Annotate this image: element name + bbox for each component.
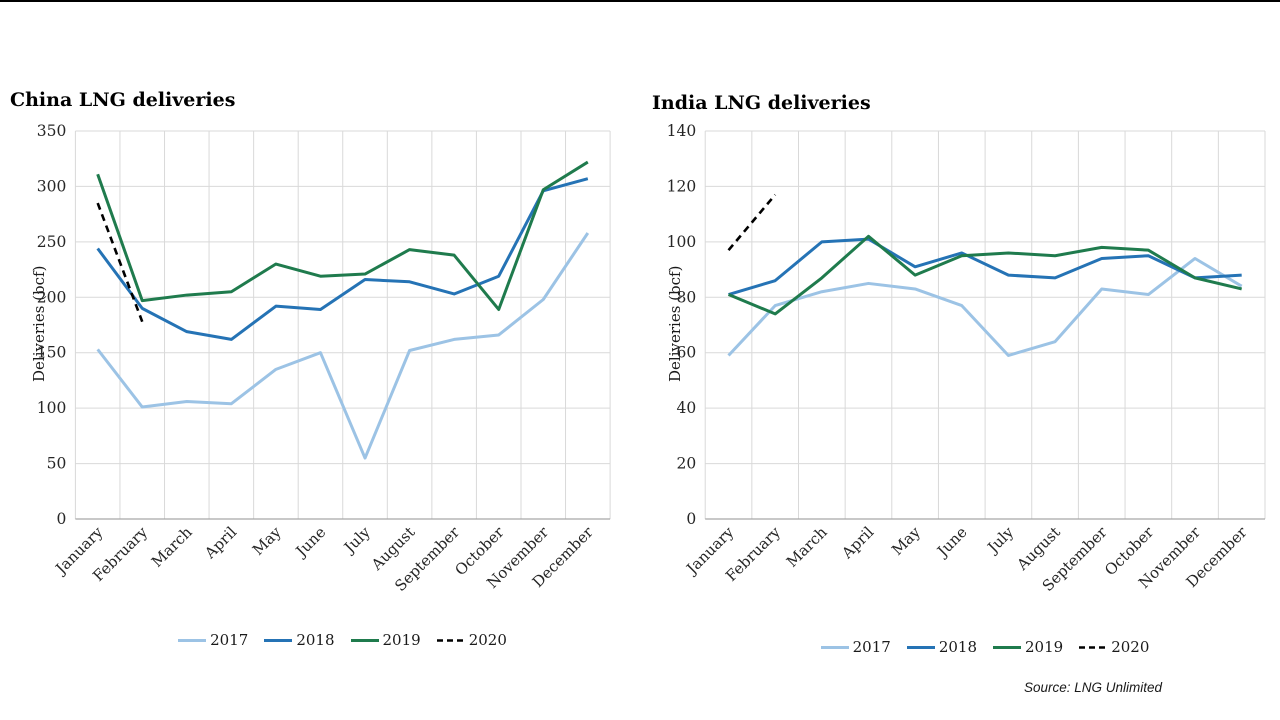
- legend-label-2018: 2018: [296, 631, 335, 649]
- y-tick-label: 150: [37, 344, 67, 362]
- y-tick-label: 250: [37, 233, 67, 251]
- legend-item-2017: 2017: [178, 631, 248, 649]
- series-line-2018: [96, 177, 589, 341]
- y-tick-labels: 0 20 40 60 80 100 120 140: [667, 122, 697, 528]
- series-line-2020: [727, 193, 777, 252]
- y-tick-label: 350: [37, 122, 67, 140]
- series-line-2019: [727, 234, 1243, 316]
- month-label: April: [838, 523, 878, 563]
- month-label: June: [291, 523, 329, 561]
- india-chart-title: India LNG deliveries: [652, 92, 871, 114]
- vertical-gridlines: [704, 131, 1266, 519]
- legend-swatch-2019: [350, 638, 379, 642]
- legend-label-2018: 2018: [938, 638, 977, 656]
- y-tick-label: 80: [676, 288, 696, 306]
- legend-label-2017: 2017: [852, 638, 891, 656]
- y-tick-label: 40: [676, 399, 696, 417]
- y-tick-label: 0: [57, 510, 67, 528]
- india-legend: 2017 2018 2019 2020: [705, 638, 1265, 656]
- legend-swatch-2018: [906, 645, 935, 649]
- month-label: July: [983, 523, 1018, 558]
- china-legend: 2017 2018 2019 2020: [75, 631, 610, 649]
- legend-swatch-2017: [178, 638, 207, 642]
- legend-label-2019: 2019: [1025, 638, 1064, 656]
- legend-swatch-2019: [993, 645, 1021, 649]
- horizontal-gridlines: [705, 130, 1265, 465]
- y-tick-label: 50: [47, 455, 67, 473]
- legend-item-2020: 2020: [436, 631, 507, 649]
- series-line-2017: [727, 256, 1243, 357]
- legend-swatch-2020: [436, 638, 465, 642]
- series-line-2020: [96, 202, 144, 323]
- series-line-2019: [96, 160, 589, 311]
- china-chart-title: China LNG deliveries: [10, 89, 236, 111]
- legend-label-2019: 2019: [382, 631, 421, 649]
- y-tick-label: 140: [667, 122, 697, 140]
- y-tick-label: 300: [37, 177, 67, 195]
- month-label: March: [148, 523, 196, 571]
- y-tick-label: 120: [667, 177, 697, 195]
- legend-label-2020: 2020: [1111, 638, 1150, 656]
- month-label: May: [249, 523, 285, 559]
- month-label: March: [783, 523, 831, 571]
- series-line-2017: [96, 232, 590, 460]
- month-label: June: [932, 523, 970, 561]
- source-note: Source: LNG Unlimited: [1023, 680, 1162, 695]
- china-plot-area: 050100150200250300350JanuaryFebruaryMarc…: [37, 122, 611, 595]
- series-line-2018: [728, 237, 1242, 296]
- y-tick-label: 200: [37, 288, 67, 306]
- legend-item-2019: 2019: [993, 638, 1063, 656]
- y-tick-label: 100: [667, 233, 697, 251]
- legend-label-2020: 2020: [468, 631, 507, 649]
- legend-swatch-2018: [264, 638, 293, 642]
- y-tick-label: 60: [676, 344, 696, 362]
- month-label: July: [339, 523, 374, 558]
- month-label: May: [888, 523, 924, 559]
- legend-item-2020: 2020: [1079, 638, 1149, 656]
- legend-swatch-2020: [1079, 645, 1108, 649]
- vertical-gridlines: [74, 131, 611, 519]
- legend-swatch-2017: [820, 645, 849, 649]
- legend-item-2018: 2018: [264, 631, 335, 649]
- y-tick-label: 20: [676, 455, 696, 473]
- legend-label-2017: 2017: [210, 631, 249, 649]
- y-tick-label: 100: [37, 399, 67, 417]
- legend-item-2018: 2018: [906, 638, 977, 656]
- y-tick-labels: 0 50 100 150 200 250 300 350: [37, 122, 67, 528]
- legend-item-2017: 2017: [820, 638, 891, 656]
- month-label: April: [200, 523, 240, 563]
- top-border-rule: [0, 0, 1280, 2]
- legend-item-2019: 2019: [350, 631, 421, 649]
- y-tick-label: 0: [686, 510, 696, 528]
